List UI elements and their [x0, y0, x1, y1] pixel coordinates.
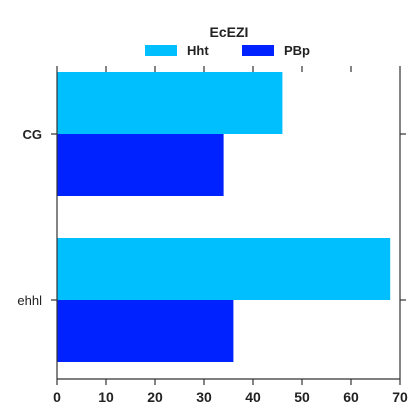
- x-tick-label-30: 30: [196, 389, 212, 405]
- legend: EcEZI Hht PBp: [145, 24, 310, 58]
- x-tick-label-20: 20: [147, 389, 163, 405]
- x-tick-label-40: 40: [245, 389, 261, 405]
- y-tick-label-cg: CG: [23, 127, 43, 142]
- bar-pbp-cg: [57, 134, 224, 196]
- bar-hht-ehhl: [57, 238, 390, 300]
- legend-swatch-pbp: [242, 45, 274, 56]
- legend-swatch-hht: [145, 45, 177, 56]
- x-tick-label-10: 10: [98, 389, 114, 405]
- plot-area: 0 10 20 30 40 50 60 70 CG ehhl: [17, 66, 408, 405]
- legend-label-hht: Hht: [187, 43, 209, 58]
- bar-hht-cg: [57, 72, 282, 134]
- x-tick-label-50: 50: [294, 389, 310, 405]
- y-tick-label-ehhl: ehhl: [17, 293, 42, 308]
- legend-label-pbp: PBp: [284, 43, 310, 58]
- bar-pbp-ehhl: [57, 300, 233, 362]
- legend-title: EcEZI: [210, 24, 249, 40]
- x-tick-label-60: 60: [343, 389, 359, 405]
- x-tick-label-70: 70: [392, 389, 408, 405]
- x-tick-label-0: 0: [53, 389, 61, 405]
